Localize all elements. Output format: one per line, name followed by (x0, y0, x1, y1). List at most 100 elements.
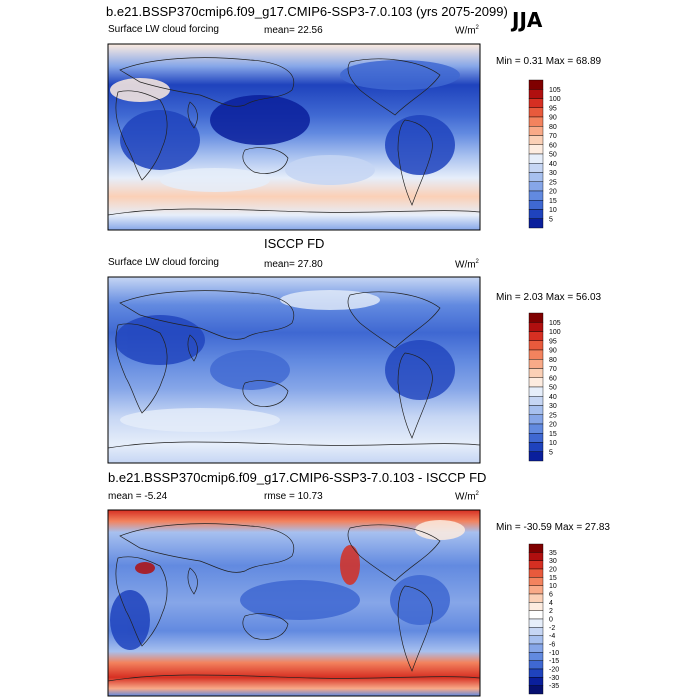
panel3-title: b.e21.BSSP370cmip6.f09_g17.CMIP6-SSP3-7.… (108, 470, 487, 485)
colorbar-box (528, 349, 544, 360)
panel2-minmax: Min = 2.03 Max = 56.03 (496, 292, 602, 303)
colorbar-label: 40 (549, 161, 557, 168)
colorbar-box (528, 107, 544, 118)
colorbar-label: 50 (549, 385, 557, 392)
panel2-title: ISCCP FD (264, 236, 325, 251)
colorbar-box (528, 685, 544, 695)
colorbar-box (528, 405, 544, 415)
panel1-variable: Surface LW cloud forcing (108, 24, 219, 35)
colorbar-label: 15 (549, 198, 557, 205)
colorbar-label: 90 (549, 348, 557, 355)
colorbar-label: 5 (549, 216, 553, 223)
colorbar-box (528, 209, 544, 219)
colorbar-box (528, 359, 544, 369)
colorbar-label: 30 (549, 558, 557, 565)
colorbar-label: -6 (549, 642, 555, 649)
colorbar-box (528, 602, 544, 611)
panel1-mean: mean= 22.56 (264, 25, 323, 36)
colorbar-label: 70 (549, 133, 557, 140)
colorbar-box (528, 433, 544, 443)
season-label: JJA (512, 8, 543, 32)
colorbar-box (528, 668, 544, 678)
colorbar-box (528, 635, 544, 645)
colorbar-box (528, 312, 544, 323)
colorbar-label: -4 (549, 633, 555, 640)
colorbar-label: 95 (549, 338, 557, 345)
colorbar-label: 10 (549, 583, 557, 590)
colorbar-label: 15 (549, 575, 557, 582)
colorbar-box (528, 218, 544, 229)
colorbar-box (528, 560, 544, 570)
colorbar-label: 60 (549, 375, 557, 382)
panel3-minmax: Min = -30.59 Max = 27.83 (496, 522, 610, 533)
panel2-mean: mean= 27.80 (264, 259, 323, 270)
colorbar-label: 20 (549, 189, 557, 196)
colorbar-label: -20 (549, 667, 559, 674)
colorbar-box (528, 677, 544, 686)
colorbar-label: 95 (549, 105, 557, 112)
colorbar-label: 10 (549, 207, 557, 214)
colorbar-label: 4 (549, 600, 553, 607)
colorbar-label: 70 (549, 366, 557, 373)
colorbar-label: -30 (549, 675, 559, 682)
colorbar-box (528, 610, 544, 620)
colorbar-box (528, 98, 544, 108)
colorbar-box (528, 543, 544, 553)
panel1-map (107, 43, 481, 231)
colorbar-label: -2 (549, 625, 555, 632)
colorbar-box (528, 190, 544, 201)
colorbar-box (528, 396, 544, 406)
colorbar-label: 105 (549, 320, 561, 327)
colorbar-box (528, 414, 544, 425)
colorbar-box (528, 144, 544, 155)
colorbar-label: 15 (549, 431, 557, 438)
colorbar-box (528, 116, 544, 127)
panel2-map (107, 276, 481, 464)
colorbar-label: -15 (549, 658, 559, 665)
colorbar-box (528, 386, 544, 397)
panel3-rmse: rmse = 10.73 (264, 491, 323, 502)
colorbar-box (528, 568, 544, 578)
colorbar-label: 60 (549, 142, 557, 149)
colorbar-box (528, 172, 544, 182)
colorbar-box (528, 585, 544, 595)
colorbar-box (528, 377, 544, 388)
colorbar-box (528, 552, 544, 561)
colorbar-box (528, 126, 544, 136)
colorbar-box (528, 643, 544, 653)
panel2-variable: Surface LW cloud forcing (108, 257, 219, 268)
colorbar-label: 50 (549, 152, 557, 159)
colorbar-box (528, 593, 544, 603)
colorbar-label: 80 (549, 357, 557, 364)
colorbar-label: 25 (549, 412, 557, 419)
figure-title: b.e21.BSSP370cmip6.f09_g17.CMIP6-SSP3-7.… (106, 4, 508, 19)
colorbar-box (528, 618, 544, 628)
colorbar-box (528, 163, 544, 173)
colorbar-box (528, 89, 544, 99)
colorbar-label: 6 (549, 592, 553, 599)
panel2-units: W/m2 (455, 259, 479, 271)
colorbar-label: -35 (549, 683, 559, 690)
colorbar-box (528, 442, 544, 452)
colorbar-label: -10 (549, 650, 559, 657)
colorbar-box (528, 451, 544, 462)
coastlines (107, 57, 481, 216)
colorbar-box (528, 181, 544, 192)
colorbar-box (528, 340, 544, 351)
colorbar-box (528, 627, 544, 636)
colorbar-box (528, 368, 544, 378)
colorbar-label: 100 (549, 329, 561, 336)
panel3-units: W/m2 (455, 491, 479, 503)
colorbar-box (528, 331, 544, 341)
colorbar-box (528, 577, 544, 586)
colorbar-box (528, 322, 544, 332)
colorbar-box (528, 153, 544, 164)
colorbar-label: 30 (549, 170, 557, 177)
panel3-mean: mean = -5.24 (108, 491, 168, 502)
colorbar-label: 90 (549, 115, 557, 122)
colorbar-box (528, 652, 544, 661)
colorbar-box (528, 79, 544, 90)
